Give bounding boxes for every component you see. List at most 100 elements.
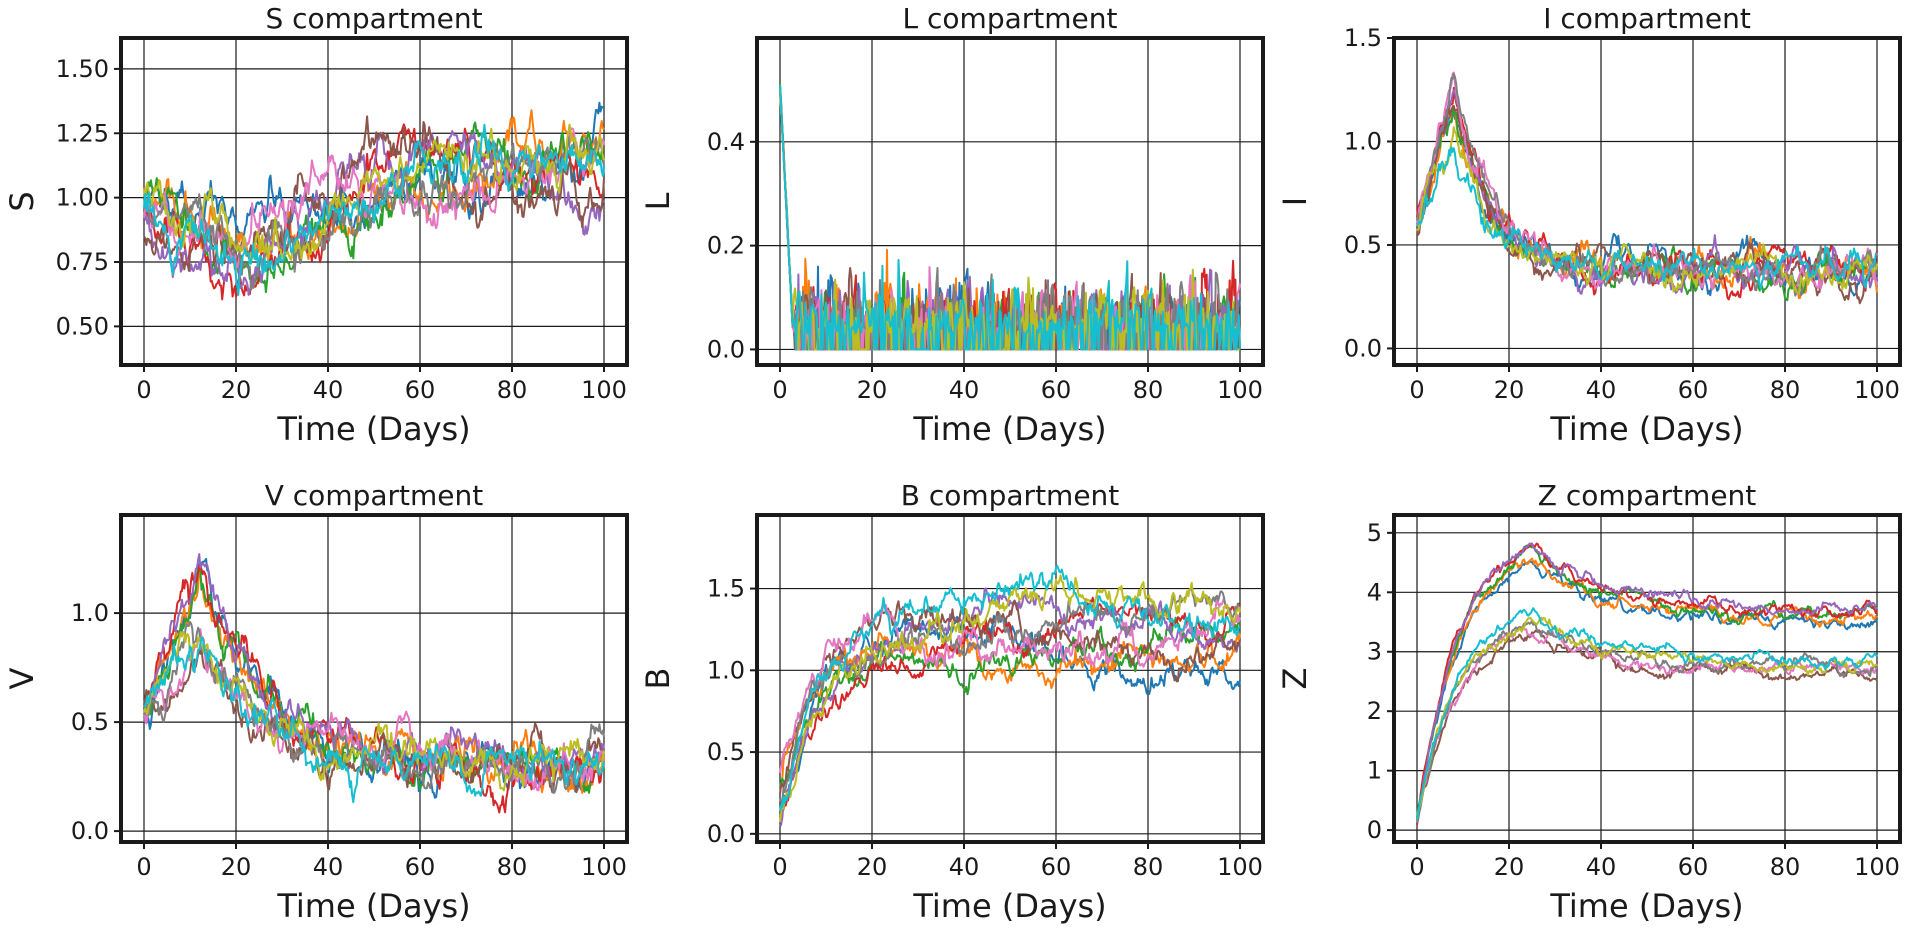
x-axis-label: Time (Days) bbox=[276, 410, 470, 448]
x-tick-label: 0 bbox=[136, 853, 151, 881]
x-tick-label: 80 bbox=[497, 376, 528, 404]
x-tick-label: 40 bbox=[1586, 376, 1617, 404]
x-axis-label: Time (Days) bbox=[276, 887, 470, 925]
x-tick-label: 80 bbox=[1133, 853, 1164, 881]
x-tick-label: 80 bbox=[1770, 376, 1801, 404]
y-tick-label: 0.2 bbox=[707, 232, 745, 260]
series-line-10 bbox=[779, 564, 1241, 812]
series-line-7 bbox=[779, 596, 1241, 774]
subplot-title: I compartment bbox=[1543, 2, 1751, 35]
series-line-9 bbox=[1416, 616, 1878, 820]
x-tick-label: 0 bbox=[1409, 376, 1424, 404]
series-line-10 bbox=[1416, 607, 1878, 821]
x-tick-label: 100 bbox=[1854, 376, 1900, 404]
plot-frame bbox=[755, 36, 1265, 367]
x-tick-label: 0 bbox=[1409, 853, 1424, 881]
y-tick-label: 0.50 bbox=[56, 312, 109, 340]
subplot-title: Z compartment bbox=[1538, 479, 1757, 512]
y-tick-label: 1.5 bbox=[1344, 24, 1382, 52]
subplot-z: 0 20 40 60 80 100 0 1 2 3 4 5 Z compartment Time (Day… bbox=[1276, 479, 1902, 925]
series-line-6 bbox=[1416, 629, 1878, 821]
y-axis-label: S bbox=[3, 191, 41, 211]
y-axis-label: V bbox=[3, 667, 41, 689]
x-tick-label: 60 bbox=[405, 853, 436, 881]
y-tick-label: 0.5 bbox=[71, 708, 109, 736]
subplot-v: 0 20 40 60 80 100 0.0 0.5 1.0 V compartment Time (… bbox=[3, 479, 629, 925]
x-tick-label: 20 bbox=[1494, 376, 1525, 404]
series-line-5 bbox=[1416, 542, 1878, 822]
plot-frame bbox=[1392, 513, 1902, 844]
x-tick-label: 100 bbox=[1217, 853, 1263, 881]
series-line-4 bbox=[1416, 542, 1878, 825]
plot-frame bbox=[755, 513, 1265, 844]
series-group bbox=[143, 101, 605, 301]
series-line-10 bbox=[779, 84, 1241, 351]
series-line-10 bbox=[1416, 146, 1878, 290]
series-line-10 bbox=[143, 123, 605, 296]
x-tick-label: 60 bbox=[1678, 853, 1709, 881]
y-tick-label: 0.0 bbox=[707, 820, 745, 848]
y-tick-label: 1.0 bbox=[707, 656, 745, 684]
y-tick-label: 1 bbox=[1367, 757, 1382, 785]
x-axis-label: Time (Days) bbox=[912, 410, 1106, 448]
x-tick-label: 40 bbox=[313, 376, 344, 404]
x-tick-label: 100 bbox=[1217, 376, 1263, 404]
x-axis-label: Time (Days) bbox=[1549, 410, 1743, 448]
series-group bbox=[143, 553, 605, 814]
y-tick-label: 4 bbox=[1367, 578, 1382, 606]
series-line-2 bbox=[779, 632, 1241, 787]
y-tick-label: 5 bbox=[1367, 519, 1382, 547]
y-axis-label: I bbox=[1276, 197, 1314, 206]
series-line-7 bbox=[143, 127, 605, 269]
y-tick-label: 0.0 bbox=[1344, 334, 1382, 362]
subplot-title: V compartment bbox=[265, 479, 484, 512]
y-tick-label: 1.25 bbox=[56, 119, 109, 147]
x-tick-label: 100 bbox=[1854, 853, 1900, 881]
subplot-title: B compartment bbox=[901, 479, 1120, 512]
subplot-b: 0 20 40 60 80 100 0.0 0.5 1.0 1.5 B compartment Tim… bbox=[639, 479, 1265, 925]
series-line-1 bbox=[1416, 560, 1878, 824]
x-tick-label: 0 bbox=[772, 376, 787, 404]
x-tick-label: 100 bbox=[581, 376, 627, 404]
x-tick-label: 20 bbox=[857, 376, 888, 404]
x-tick-label: 60 bbox=[405, 376, 436, 404]
x-tick-label: 20 bbox=[1494, 853, 1525, 881]
y-tick-label: 1.00 bbox=[56, 184, 109, 212]
y-axis-label: Z bbox=[1276, 668, 1314, 690]
subplot-i: 0 20 40 60 80 100 0.0 0.5 1.0 1.5 I compartment Tim… bbox=[1276, 2, 1902, 448]
series-group bbox=[1416, 71, 1878, 305]
subplot-title: S compartment bbox=[265, 2, 482, 35]
series-line-2 bbox=[143, 568, 605, 794]
x-tick-label: 80 bbox=[497, 853, 528, 881]
y-tick-label: 1.0 bbox=[71, 599, 109, 627]
y-tick-label: 0.75 bbox=[56, 248, 109, 276]
x-tick-label: 20 bbox=[857, 853, 888, 881]
series-group bbox=[779, 83, 1241, 351]
x-tick-label: 0 bbox=[136, 376, 151, 404]
series-line-9 bbox=[143, 123, 605, 263]
x-axis-label: Time (Days) bbox=[912, 887, 1106, 925]
series-line-4 bbox=[143, 123, 605, 301]
x-tick-label: 60 bbox=[1678, 376, 1709, 404]
y-axis-label: B bbox=[639, 668, 677, 690]
x-tick-label: 40 bbox=[1586, 853, 1617, 881]
x-tick-label: 100 bbox=[581, 853, 627, 881]
y-tick-label: 0.5 bbox=[1344, 231, 1382, 259]
series-line-10 bbox=[143, 636, 605, 804]
x-tick-label: 60 bbox=[1041, 376, 1072, 404]
y-tick-label: 0.0 bbox=[707, 335, 745, 363]
series-group bbox=[1416, 542, 1878, 825]
plot-frame bbox=[119, 513, 629, 844]
x-tick-label: 0 bbox=[772, 853, 787, 881]
y-tick-label: 3 bbox=[1367, 638, 1382, 666]
plot-frame bbox=[119, 36, 629, 367]
y-tick-label: 0.0 bbox=[71, 817, 109, 845]
x-tick-label: 40 bbox=[949, 853, 980, 881]
series-line-3 bbox=[1416, 544, 1878, 819]
y-tick-label: 1.5 bbox=[707, 575, 745, 603]
x-tick-label: 20 bbox=[221, 853, 252, 881]
x-tick-label: 80 bbox=[1133, 376, 1164, 404]
series-line-8 bbox=[143, 134, 605, 291]
y-tick-label: 1.0 bbox=[1344, 127, 1382, 155]
y-tick-label: 0.5 bbox=[707, 738, 745, 766]
